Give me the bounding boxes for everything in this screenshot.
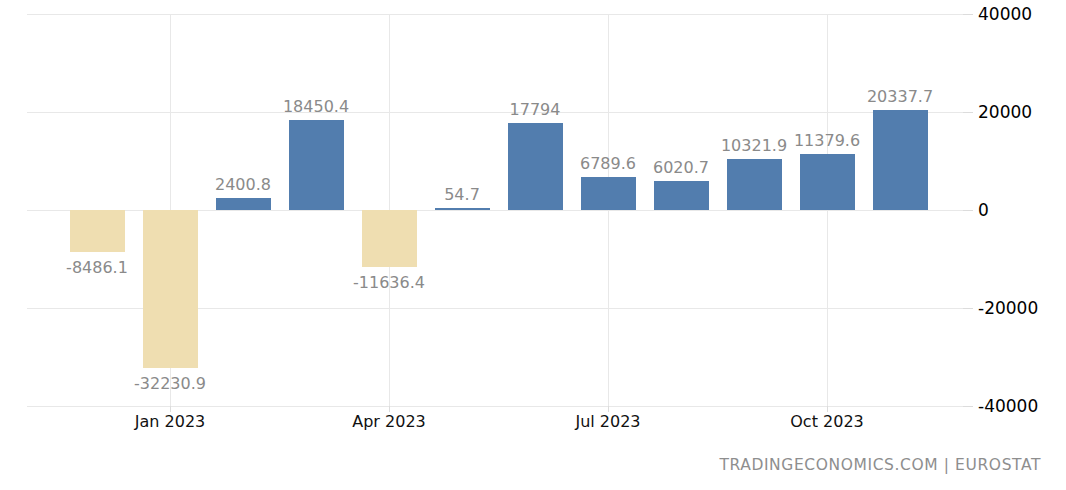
gridline-vertical — [827, 14, 828, 406]
positive-bar[interactable] — [581, 177, 636, 210]
bar-value-label: -11636.4 — [324, 274, 454, 291]
positive-bar[interactable] — [800, 154, 855, 210]
positive-bar[interactable] — [435, 208, 490, 210]
y-axis-tick — [963, 308, 973, 309]
x-axis-label: Jan 2023 — [110, 412, 230, 431]
y-axis-tick — [963, 210, 973, 211]
chart-attribution: TRADINGECONOMICS.COM | EUROSTAT — [719, 456, 1041, 474]
x-axis-label: Oct 2023 — [767, 412, 887, 431]
bar-chart: 40000 20000 0 -20000 -40000 Jan 2023 Apr 2023 J… — [0, 0, 1066, 490]
y-axis-label: 20000 — [978, 102, 1032, 122]
bar-value-label: 20337.7 — [835, 88, 965, 105]
bar-value-label: 18450.4 — [251, 98, 381, 115]
y-axis-tick — [963, 112, 973, 113]
bar-value-label: 17794 — [470, 101, 600, 118]
x-axis-label: Apr 2023 — [329, 412, 449, 431]
y-axis-label: 0 — [978, 200, 989, 220]
positive-bar[interactable] — [727, 159, 782, 210]
y-axis-label: -40000 — [978, 396, 1038, 416]
y-axis-tick — [963, 14, 973, 15]
positive-bar[interactable] — [216, 198, 271, 210]
negative-bar[interactable] — [143, 210, 198, 368]
y-axis-label: -20000 — [978, 298, 1038, 318]
bar-value-label: -32230.9 — [105, 375, 235, 392]
x-axis-label: Jul 2023 — [548, 412, 668, 431]
gridline-horizontal — [27, 406, 963, 407]
gridline-vertical — [608, 14, 609, 406]
y-axis-tick — [963, 406, 973, 407]
positive-bar[interactable] — [873, 110, 928, 210]
y-axis-label: 40000 — [978, 4, 1032, 24]
positive-bar[interactable] — [289, 120, 344, 210]
negative-bar[interactable] — [362, 210, 417, 267]
positive-bar[interactable] — [654, 181, 709, 211]
gridline-horizontal — [27, 14, 963, 15]
negative-bar[interactable] — [70, 210, 125, 252]
